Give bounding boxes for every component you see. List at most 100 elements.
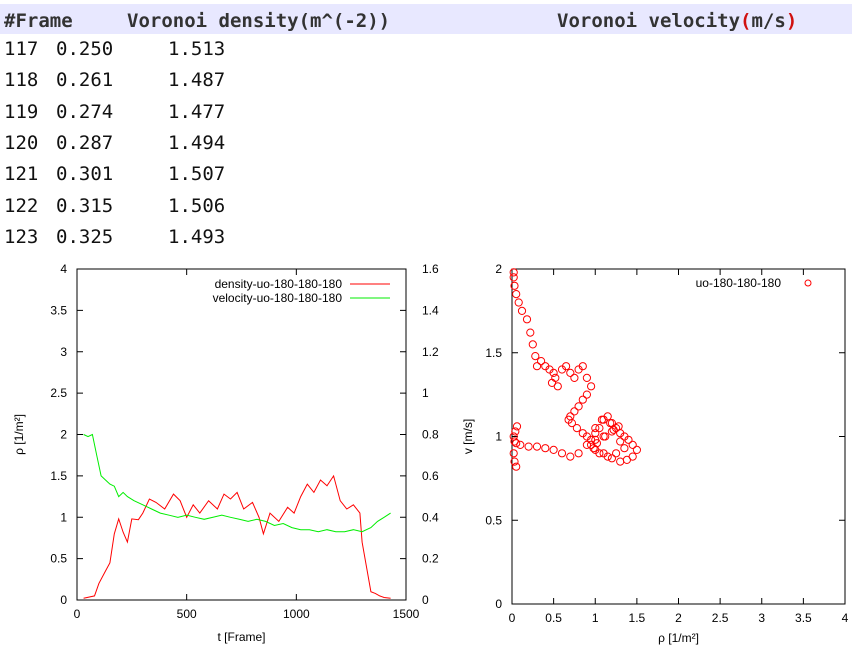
data-point — [510, 457, 519, 466]
y-tick-label: 1 — [60, 510, 67, 524]
data-point — [603, 452, 612, 461]
header-density: Voronoi density(m^(-2)) — [127, 10, 391, 32]
x-tick-label: 1 — [592, 611, 599, 625]
density-velocity-scatter: 0 0.5 1 1.5 2 2.5 3 3.5 4 0 0.5 1 1.5 2 uo-180-180-180… — [461, 262, 849, 645]
data-point — [514, 298, 523, 307]
velocity-cell: 1.513 — [168, 38, 226, 60]
density-cell: 0.325 — [56, 225, 114, 248]
density-cell: 0.315 — [56, 194, 114, 217]
header-velocity-paren-open: ( — [740, 10, 752, 32]
y2-tick-label: 0.4 — [422, 510, 439, 524]
data-point — [574, 402, 583, 411]
data-point — [553, 382, 562, 391]
data-point — [517, 306, 527, 316]
data-point — [510, 437, 519, 446]
series-line-1 — [83, 433, 391, 533]
header-row: #Frame Voronoi density(m^(-2)) Voronoi v… — [0, 4, 852, 34]
header-frame: #Frame — [4, 10, 73, 32]
legend-label: uo-180-180-180 — [696, 276, 782, 290]
series-points-0 — [509, 268, 642, 471]
frame-cell: 117 — [4, 38, 39, 60]
data-point — [572, 424, 582, 433]
header-velocity: Voronoi velocity(m/s) — [557, 10, 797, 32]
data-point — [591, 429, 600, 438]
x-axis-title: ρ [1/m²] — [658, 631, 699, 645]
data-point — [509, 449, 518, 458]
x-tick-label: 1.5 — [629, 611, 646, 625]
frame-cell: 122 — [4, 194, 39, 217]
data-point — [574, 449, 583, 458]
x-tick-label: 1000 — [283, 607, 310, 621]
density-cell: 0.261 — [56, 69, 114, 92]
y2-tick-label: 1.2 — [422, 345, 439, 359]
series-line-0 — [83, 474, 391, 599]
plot-frame — [76, 268, 407, 601]
data-point — [614, 422, 623, 431]
y2-tick-label: 0 — [422, 593, 429, 607]
data-point — [601, 432, 610, 441]
x-axis-title: t [Frame] — [217, 630, 265, 644]
data-point — [616, 457, 625, 466]
legend-label: density-uo-180-180-180 — [215, 277, 343, 291]
velocity-cell: 1.493 — [168, 225, 226, 248]
y2-tick-label: 0.8 — [422, 428, 439, 442]
y-axis-title: ρ [1/m²] — [12, 414, 26, 455]
data-point — [620, 444, 629, 453]
frame-cell: 119 — [4, 100, 39, 123]
data-point — [526, 328, 535, 337]
legend-swatch — [804, 279, 812, 287]
data-point — [512, 462, 521, 471]
data-point — [591, 424, 600, 433]
y-axis-title: v [m/s] — [461, 419, 475, 454]
data-point — [570, 373, 579, 383]
y-tick-label: 2 — [60, 428, 67, 442]
density-cell: 0.287 — [56, 131, 114, 154]
data-point — [622, 455, 632, 464]
data-point — [549, 445, 558, 454]
y-tick-label: 3 — [60, 345, 67, 359]
y2-tick-label: 1 — [422, 386, 429, 400]
y2-tick-label: 0.2 — [422, 552, 439, 566]
y-tick-label: 3.5 — [50, 303, 67, 317]
data-point — [582, 440, 592, 449]
y-tick-label: 0 — [495, 597, 502, 611]
data-point — [599, 432, 608, 441]
data-point — [607, 454, 617, 463]
data-point — [567, 419, 577, 428]
y-tick-label: 1 — [495, 430, 502, 444]
data-point — [524, 442, 533, 451]
plots: 0 500 1000 150000.511.522.533.5400.20.40.60… — [12, 262, 849, 645]
data-point — [578, 362, 587, 371]
data-point — [582, 373, 592, 383]
velocity-cell: 1.487 — [168, 69, 226, 92]
frame-cell: 120 — [4, 131, 39, 154]
data-point — [512, 290, 521, 299]
data-point — [509, 268, 518, 277]
data-point — [632, 445, 642, 454]
x-tick-label: 3.5 — [795, 611, 812, 625]
plot-frame — [511, 268, 846, 605]
data-point — [607, 427, 617, 436]
data-point — [606, 419, 615, 428]
data-point — [582, 390, 592, 399]
density-cell: 0.274 — [56, 100, 114, 123]
y-tick-label: 1.5 — [50, 469, 67, 483]
y2-tick-label: 0.6 — [422, 469, 439, 483]
y-tick-label: 2.5 — [50, 386, 67, 400]
y2-tick-label: 1.4 — [422, 303, 439, 317]
density-cell: 0.301 — [56, 163, 114, 186]
data-point — [522, 315, 532, 324]
data-point — [528, 340, 537, 349]
data-point — [532, 442, 542, 451]
data-point — [541, 444, 550, 453]
data-point — [557, 449, 567, 458]
data-point — [551, 373, 560, 383]
y-tick-label: 0.5 — [485, 513, 502, 527]
legend-label: velocity-uo-180-180-180 — [213, 291, 343, 305]
data-point — [624, 435, 633, 444]
data-point — [592, 439, 602, 448]
x-tick-label: 3 — [758, 611, 765, 625]
data-point — [566, 368, 575, 378]
x-tick-label: 500 — [177, 607, 197, 621]
y-tick-label: 0.5 — [50, 552, 67, 566]
